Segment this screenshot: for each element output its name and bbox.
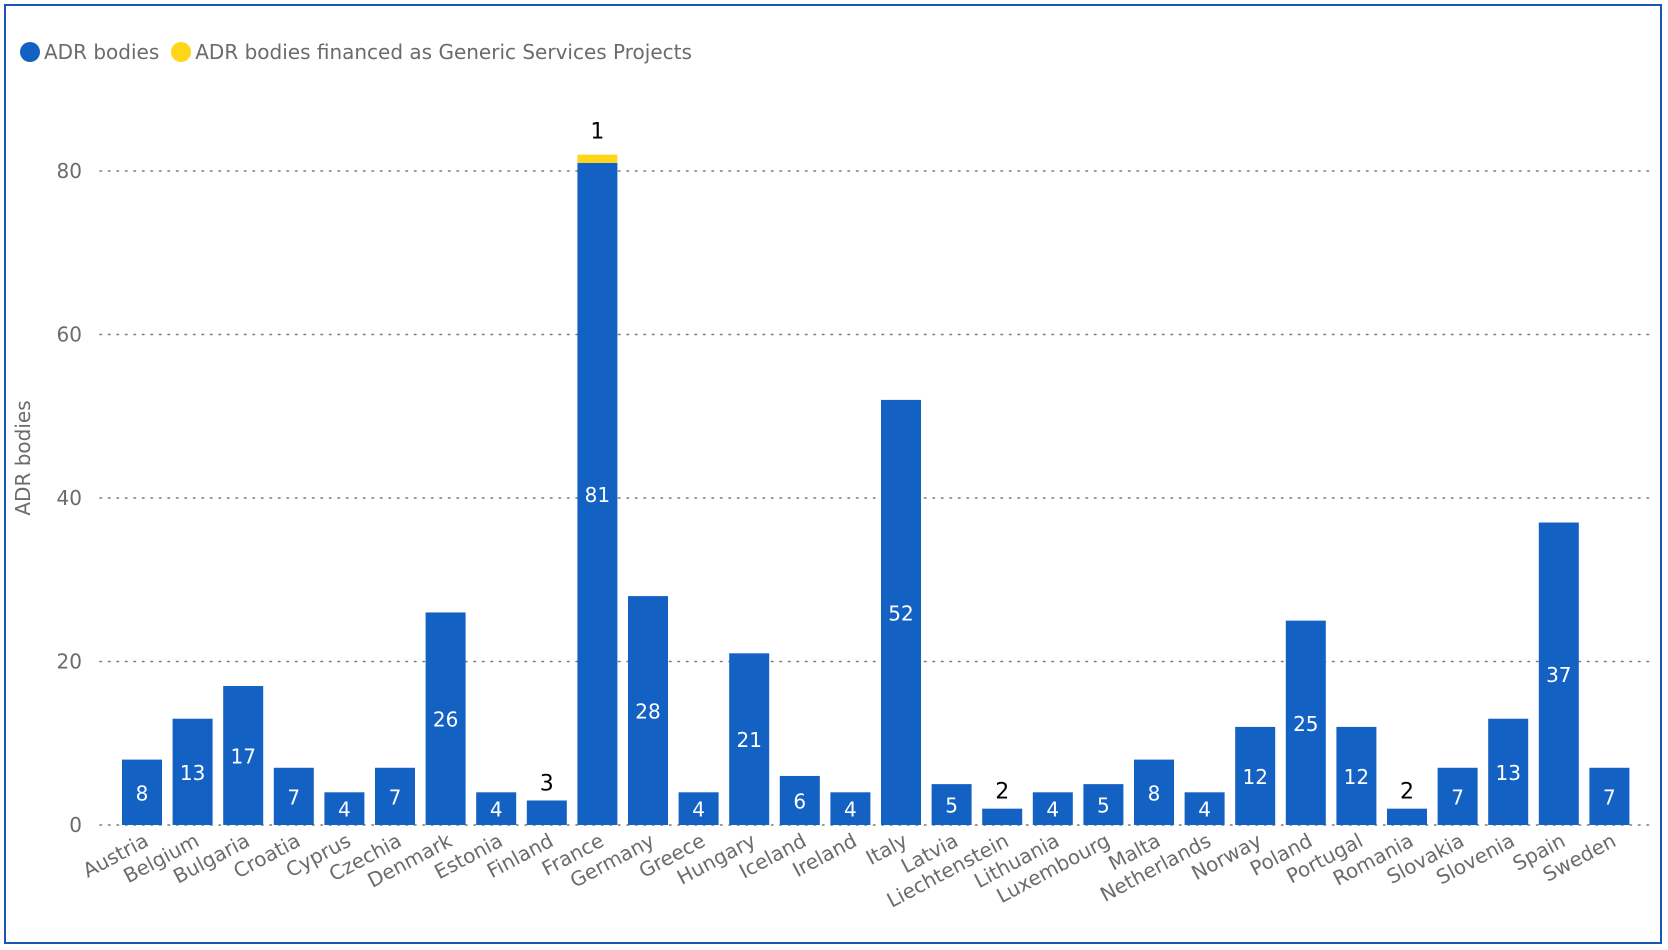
data-label: 13 — [180, 761, 205, 785]
data-label: 4 — [490, 798, 503, 822]
data-label: 26 — [433, 708, 458, 732]
y-axis-title: ADR bodies — [11, 400, 35, 515]
data-label: 4 — [844, 798, 857, 822]
y-tick-label: 20 — [57, 650, 82, 674]
data-label: 7 — [1603, 785, 1616, 809]
data-label: 17 — [230, 745, 255, 769]
data-label: 12 — [1344, 765, 1369, 789]
data-label: 7 — [287, 785, 300, 809]
data-label: 8 — [1148, 781, 1161, 805]
data-label: 4 — [338, 798, 351, 822]
data-label: 13 — [1495, 761, 1520, 785]
bar — [527, 800, 567, 825]
data-label: 5 — [945, 794, 958, 818]
data-label: 6 — [793, 789, 806, 813]
data-label: 25 — [1293, 712, 1318, 736]
y-tick-label: 80 — [57, 159, 82, 183]
data-label: 28 — [635, 700, 660, 724]
y-tick-label: 0 — [69, 813, 82, 837]
data-label: 52 — [888, 601, 913, 625]
data-label: 2 — [1400, 780, 1414, 805]
data-label: 37 — [1546, 663, 1571, 687]
data-label: 7 — [1451, 785, 1464, 809]
bar — [982, 809, 1022, 825]
data-label: 12 — [1242, 765, 1267, 789]
data-label: 4 — [692, 798, 705, 822]
data-label: 21 — [736, 728, 761, 752]
data-label-generic: 1 — [590, 120, 604, 145]
bar-segment-generic — [577, 155, 617, 163]
data-label: 8 — [136, 781, 149, 805]
y-tick-label: 40 — [57, 486, 82, 510]
data-label: 2 — [995, 780, 1009, 805]
data-label: 3 — [540, 771, 554, 796]
data-label: 4 — [1198, 798, 1211, 822]
y-tick-label: 60 — [57, 323, 82, 347]
data-label: 5 — [1097, 794, 1110, 818]
data-label: 4 — [1046, 798, 1059, 822]
data-label: 81 — [585, 483, 610, 507]
bar — [1387, 809, 1427, 825]
data-label: 7 — [389, 785, 402, 809]
